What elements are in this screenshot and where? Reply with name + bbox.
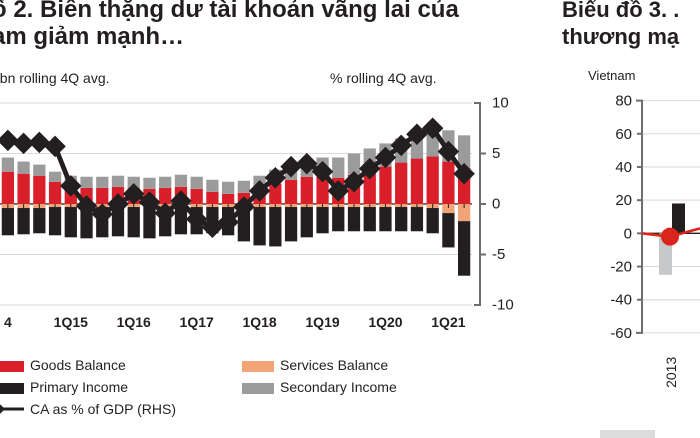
svg-text:-40: -40 [610, 292, 632, 309]
svg-text:1Q18: 1Q18 [242, 314, 276, 330]
svg-text:0: 0 [492, 196, 500, 213]
svg-text:-5: -5 [492, 246, 505, 263]
svg-text:1Q15: 1Q15 [54, 314, 88, 330]
svg-text:40: 40 [615, 159, 632, 176]
svg-text:20: 20 [615, 192, 632, 209]
svg-text:60: 60 [615, 126, 632, 143]
svg-text:1Q20: 1Q20 [368, 314, 402, 330]
svg-text:2013: 2013 [663, 357, 679, 388]
svg-text:-20: -20 [610, 259, 632, 276]
svg-text:1Q16: 1Q16 [117, 314, 151, 330]
svg-text:4: 4 [4, 314, 12, 330]
svg-text:5: 5 [492, 145, 500, 162]
svg-text:10: 10 [492, 95, 509, 112]
svg-text:-10: -10 [492, 297, 514, 314]
svg-text:0: 0 [624, 225, 632, 242]
svg-text:1Q21: 1Q21 [431, 314, 465, 330]
svg-text:1Q17: 1Q17 [180, 314, 214, 330]
svg-text:-60: -60 [610, 325, 632, 342]
svg-text:1Q19: 1Q19 [305, 314, 339, 330]
svg-text:80: 80 [615, 93, 632, 110]
